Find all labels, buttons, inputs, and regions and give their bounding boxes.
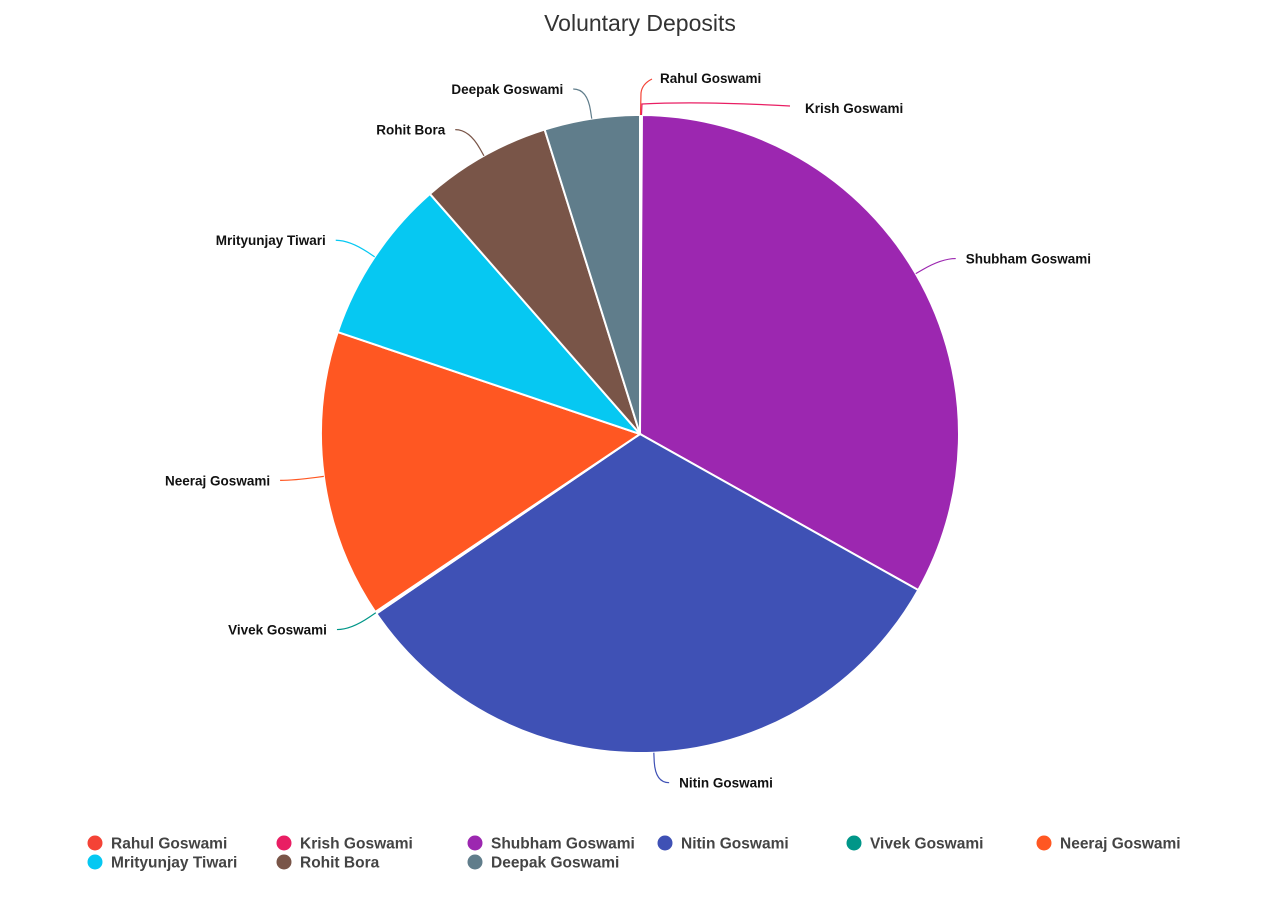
legend-swatch-neeraj-goswami <box>1036 835 1052 851</box>
legend-item-deepak-goswami[interactable]: Deepak Goswami <box>467 854 620 872</box>
legend-label-neeraj-goswami: Neeraj Goswami <box>1060 836 1181 853</box>
legend-swatch-rohit-bora <box>276 854 292 870</box>
leader-line-mrityunjay-tiwari <box>335 239 376 258</box>
legend-item-krish-goswami[interactable]: Krish Goswami <box>276 835 413 853</box>
slice-label-rohit-bora: Rohit Bora <box>376 123 445 138</box>
pie-slice-neeraj-goswami[interactable] <box>320 330 643 614</box>
leader-line-rahul-goswami <box>639 78 653 116</box>
legend-swatch-shubham-goswami <box>467 835 483 851</box>
legend-swatch-rahul-goswami <box>87 835 103 851</box>
legend-label-nitin-goswami: Nitin Goswami <box>681 836 789 853</box>
slice-leader-lines <box>280 78 956 784</box>
pie-slice-deepak-goswami[interactable] <box>543 113 641 435</box>
legend-item-neeraj-goswami[interactable]: Neeraj Goswami <box>1036 835 1181 853</box>
chart-title: Voluntary Deposits <box>544 10 736 36</box>
leader-line-vivek-goswami <box>336 612 377 631</box>
slice-label-rahul-goswami: Rahul Goswami <box>660 71 761 86</box>
legend-label-mrityunjay-tiwari: Mrityunjay Tiwari <box>111 855 237 872</box>
legend-item-rahul-goswami[interactable]: Rahul Goswami <box>87 835 228 853</box>
leader-line-neeraj-goswami <box>280 475 324 481</box>
leader-line-deepak-goswami <box>573 88 593 119</box>
slice-label-neeraj-goswami: Neeraj Goswami <box>165 473 270 488</box>
legend-item-nitin-goswami[interactable]: Nitin Goswami <box>657 835 789 853</box>
legend-label-rahul-goswami: Rahul Goswami <box>111 836 227 853</box>
leader-line-nitin-goswami <box>653 752 670 784</box>
legend-item-vivek-goswami[interactable]: Vivek Goswami <box>846 835 984 853</box>
legend-swatch-vivek-goswami <box>846 835 862 851</box>
leader-line-rohit-bora <box>455 129 485 157</box>
legend-label-shubham-goswami: Shubham Goswami <box>491 836 635 853</box>
pie-slices <box>320 113 960 754</box>
legend-swatch-deepak-goswami <box>467 854 483 870</box>
legend-label-rohit-bora: Rohit Bora <box>300 855 380 872</box>
slice-label-mrityunjay-tiwari: Mrityunjay Tiwari <box>216 233 326 248</box>
legend-item-shubham-goswami[interactable]: Shubham Goswami <box>467 835 635 853</box>
slice-label-krish-goswami: Krish Goswami <box>805 101 903 116</box>
slice-label-deepak-goswami: Deepak Goswami <box>451 82 563 97</box>
pie-slice-shubham-goswami[interactable] <box>638 113 960 592</box>
legend-label-vivek-goswami: Vivek Goswami <box>870 836 983 853</box>
leader-line-krish-goswami <box>640 102 791 116</box>
legend-swatch-mrityunjay-tiwari <box>87 854 103 870</box>
legend: Rahul Goswami Krish Goswami Shubham Goswam… <box>87 835 1181 872</box>
legend-swatch-nitin-goswami <box>657 835 673 851</box>
legend-item-rohit-bora[interactable]: Rohit Bora <box>276 854 380 872</box>
legend-item-mrityunjay-tiwari[interactable]: Mrityunjay Tiwari <box>87 854 238 872</box>
slice-label-nitin-goswami: Nitin Goswami <box>679 776 773 791</box>
leader-line-shubham-goswami <box>915 257 956 275</box>
slice-label-vivek-goswami: Vivek Goswami <box>228 623 327 638</box>
legend-swatch-krish-goswami <box>276 835 292 851</box>
pie-slice-rohit-bora[interactable] <box>428 128 641 435</box>
slice-labels: Rahul Goswami Krish Goswami Shubham Goswam… <box>165 71 1091 791</box>
legend-label-deepak-goswami: Deepak Goswami <box>491 855 619 872</box>
slice-label-shubham-goswami: Shubham Goswami <box>966 252 1091 267</box>
legend-label-krish-goswami: Krish Goswami <box>300 836 413 853</box>
